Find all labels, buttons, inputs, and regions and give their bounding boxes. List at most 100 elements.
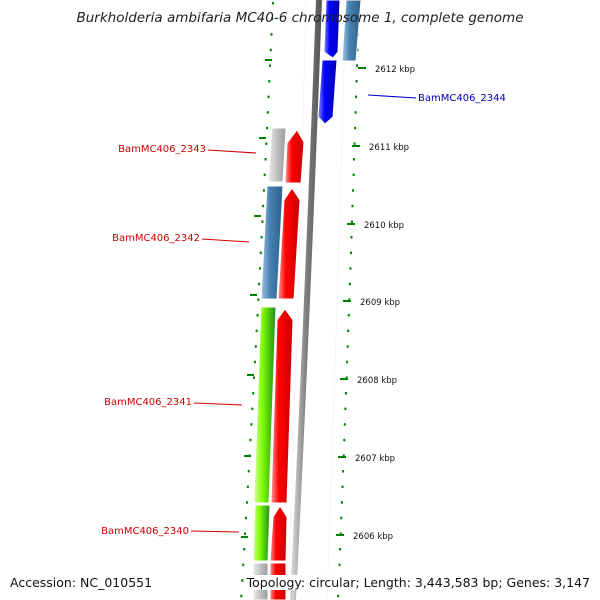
feature-bam2343-grey[interactable] [267,127,287,183]
feature-bam2342-steel[interactable] [260,185,284,300]
guide-dot [340,516,343,520]
gene-leader-line [193,402,243,406]
guide-dot [251,407,254,411]
guide-dot [241,579,244,582]
inner-tick-dashes [241,59,272,538]
guide-dot [346,345,349,348]
guide-dot [271,2,274,5]
guide-dot [262,189,265,192]
tick-label: 2611 kbp [369,143,409,153]
feature-bam2341-red[interactable] [270,308,294,504]
feature-bam2344-arrow[interactable] [317,59,338,125]
gene-label-bam2342[interactable]: BamMC406_2342 [112,233,200,244]
guide-dot [258,282,261,286]
feature-bam2341-green[interactable] [253,306,277,504]
guide-dot [266,126,268,130]
guide-dot [270,33,273,36]
guide-dot [249,438,252,442]
gene-leader-line [201,238,250,243]
gene-label-bam2341[interactable]: BamMC406_2341 [104,397,192,408]
guide-dot [340,501,343,504]
guide-dot [252,392,255,395]
guide-dot [347,329,350,333]
gene-leader-line [190,530,240,533]
map-title: Burkholderia ambifaria MC40-6 chromosome… [76,10,524,26]
guide-dot [263,173,266,177]
guide-dot [339,532,342,535]
guide-dot [258,267,261,270]
guide-dot [264,158,267,161]
topology-label: Topology: circular; Length: 3,443,583 bp… [244,575,592,590]
guide-dot [253,376,255,379]
accession-label: Accession: NC_010551 [8,575,155,590]
guide-dot [254,345,257,348]
guide-dot [243,548,246,551]
guide-dot [351,204,354,208]
guide-dot [345,392,347,395]
guide-dot [338,563,341,567]
guide-dot [265,142,268,145]
guide-dot [354,111,357,114]
tick-label: 2610 kbp [364,221,404,231]
guide-dot [242,563,245,567]
forward-strand-features [269,129,305,600]
guide-dot [356,48,359,52]
guide-dot [247,470,250,473]
guide-dot [339,548,342,551]
guide-dot [256,314,259,317]
feature-bam2340-green[interactable] [252,504,271,562]
guide-dot [268,80,271,83]
guide-dot [255,329,258,333]
guide-dot [352,173,355,177]
guide-dot [343,438,346,442]
guide-dot [344,407,347,411]
guide-dot [349,267,352,270]
guide-dot [260,236,263,239]
inner-features [252,127,287,600]
guide-dot [350,251,352,255]
guide-dot [346,360,349,364]
guide-dot [355,95,358,99]
feature-bam2342-red[interactable] [277,187,301,300]
guide-dot [348,282,351,286]
guide-dot [350,236,353,239]
guide-dot [348,298,351,301]
guide-dot [269,48,272,52]
guide-dot [261,220,264,223]
feature-bam2340-red[interactable] [269,505,288,562]
guide-dot [266,111,269,114]
guide-dot [343,423,346,426]
guide-dot [347,314,350,317]
feature-bam2344-top[interactable] [323,0,341,59]
guide-dot [351,220,353,223]
guide-dot [269,64,271,67]
guide-dot [353,158,356,161]
guide-dot [271,17,274,21]
backbone-arc [290,0,322,600]
feature-bam2344-steel[interactable] [341,0,362,62]
guide-dot [245,516,247,520]
scale-ticks: 2612 kbp 2611 kbp 2610 kbp 2609 kbp 2608… [336,65,415,542]
gene-label-bam2343[interactable]: BamMC406_2343 [118,144,206,155]
gene-leader-line [367,94,417,99]
guide-dot [257,298,260,301]
guide-dot [352,189,355,192]
guide-dot [354,126,357,130]
gene-label-bam2344[interactable]: BamMC406_2344 [418,93,506,104]
guide-dot [341,485,344,489]
guide-dots [240,2,360,598]
guide-dot [245,501,248,504]
guide-dot [345,376,348,379]
guide-dot [259,251,262,255]
guide-dot [353,142,356,145]
guide-dot [342,470,345,473]
guide-dot [240,594,243,598]
reverse-strand-features [317,0,362,125]
guide-dot [342,454,345,457]
feature-bam2343-red[interactable] [284,129,305,184]
guide-dot [262,204,265,208]
guide-dot [250,423,253,426]
guide-dot [244,532,247,535]
tick-label: 2608 kbp [357,376,397,386]
gene-label-bam2340[interactable]: BamMC406_2340 [101,526,189,537]
